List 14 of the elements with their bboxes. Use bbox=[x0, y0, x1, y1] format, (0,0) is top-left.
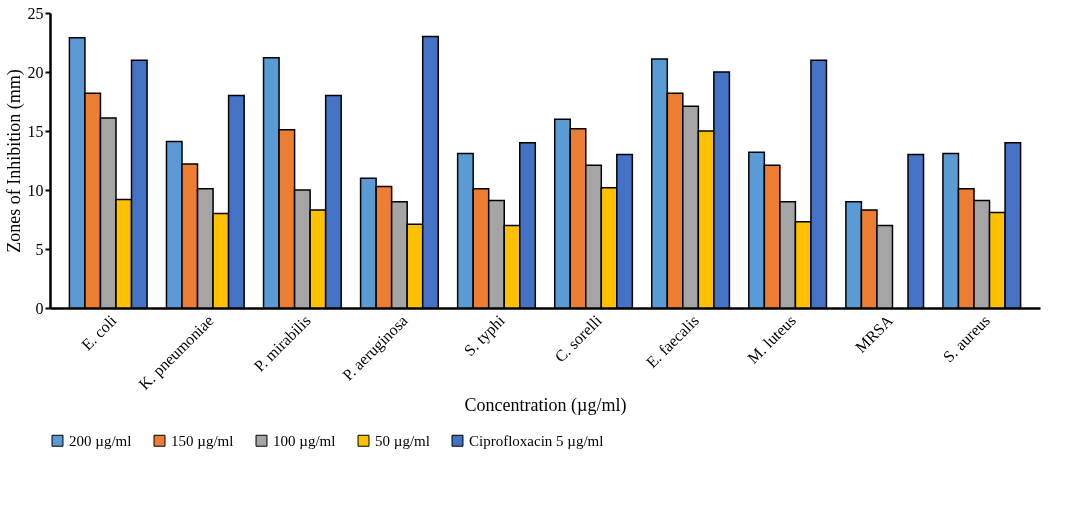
y-tick-label: 0 bbox=[35, 299, 44, 317]
legend-label: 100 µg/ml bbox=[273, 432, 336, 449]
x-axis-title: Concentration (µg/ml) bbox=[464, 394, 627, 416]
legend-label: 200 µg/ml bbox=[69, 432, 132, 449]
x-tick-label: E. coli bbox=[78, 311, 120, 354]
y-tick-label: 15 bbox=[27, 122, 44, 140]
y-tick-label: 10 bbox=[27, 181, 44, 199]
legend-label: 50 µg/ml bbox=[375, 432, 430, 449]
y-axis-title: Zones of Inhibition (mm) bbox=[3, 69, 25, 253]
legend-label: 150 µg/ml bbox=[171, 432, 234, 449]
y-tick-label: 25 bbox=[27, 4, 44, 22]
y-tick-label: 5 bbox=[35, 240, 44, 258]
legend-label: Ciprofloxacin 5 µg/ml bbox=[469, 432, 604, 449]
y-tick-label: 20 bbox=[27, 63, 44, 81]
